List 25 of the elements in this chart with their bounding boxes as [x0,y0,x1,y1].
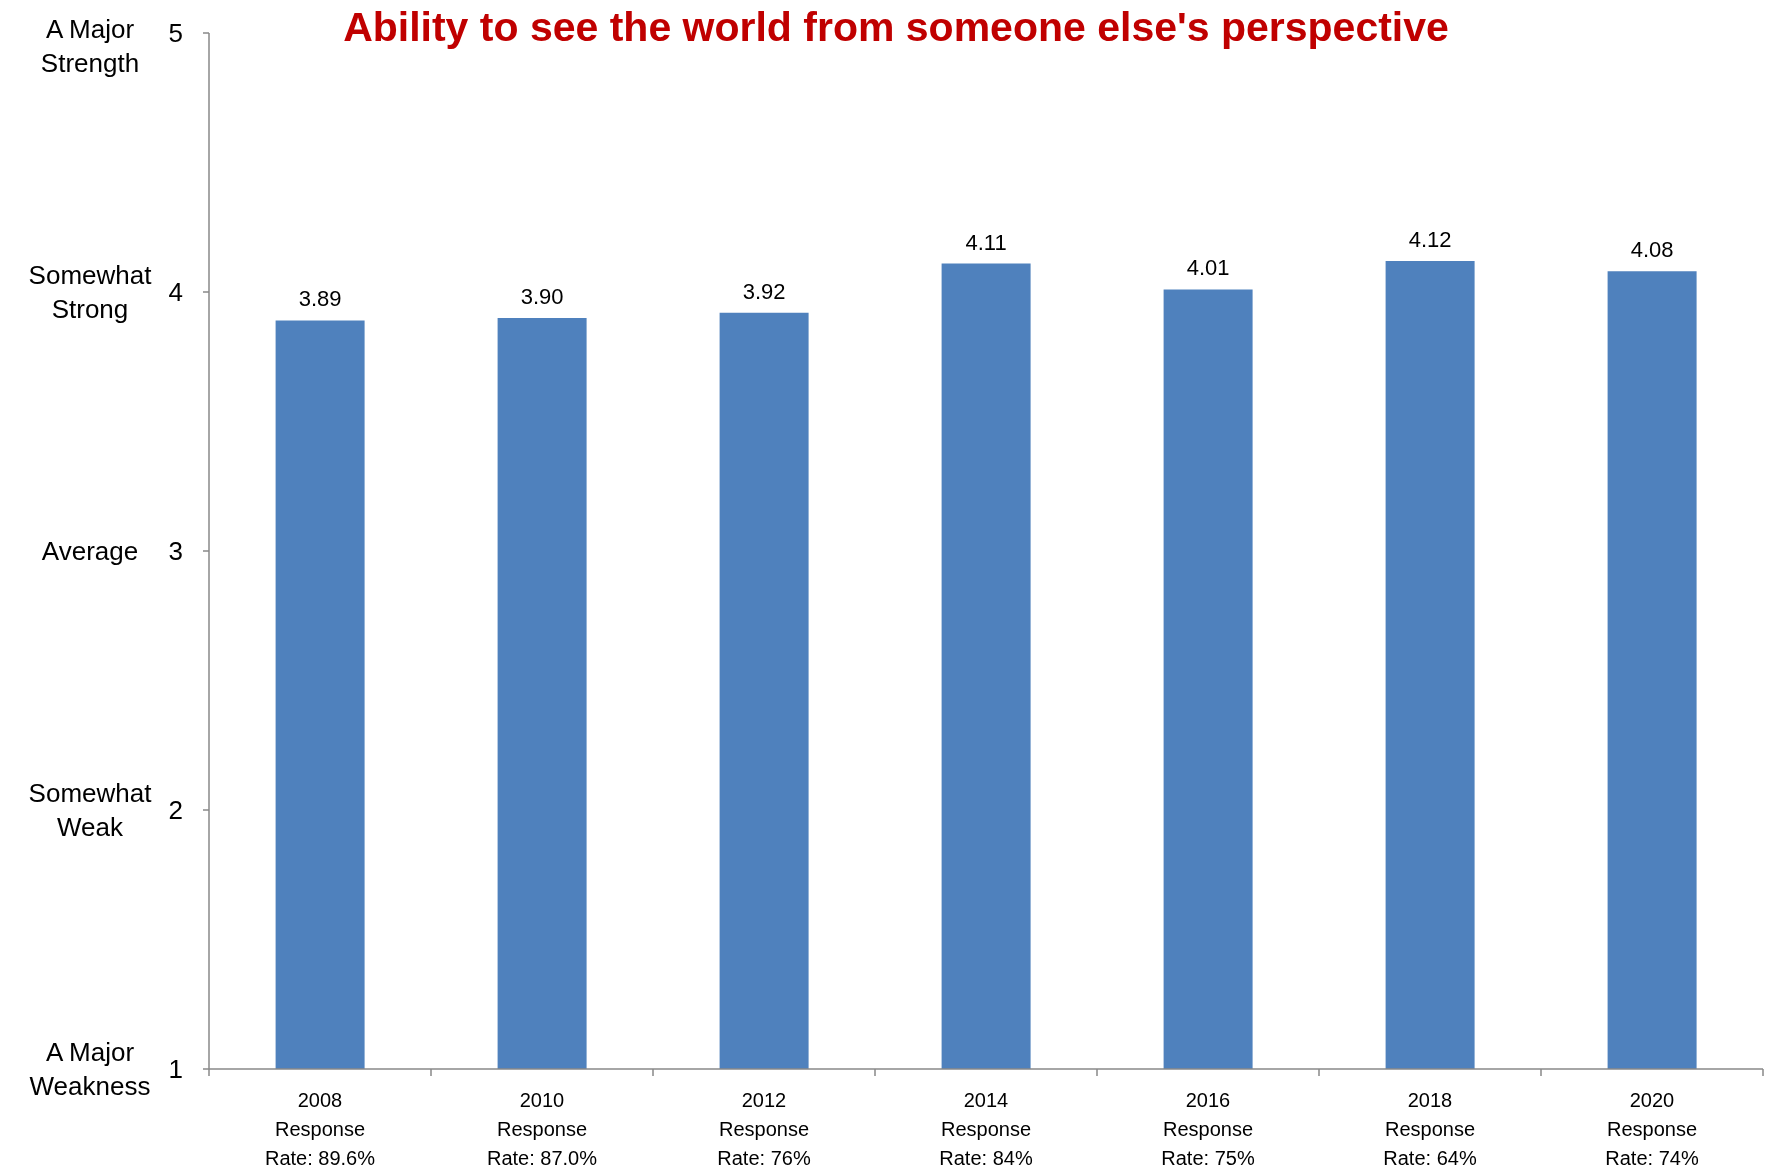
x-tick-label: 2010 Response Rate: 87.0% [486,1089,598,1169]
data-label: 3.92 [742,278,786,304]
y-tick-label: 4 [168,277,183,308]
text: Somewhat Strong [27,259,153,326]
data-label: 3.89 [298,286,342,312]
chart-title: Ability to see the world from someone else's perspective [343,4,1449,50]
x-tick-label: 2018 Response Rate: 64% [1383,1089,1477,1169]
x-tick-label: 2012 Response Rate: 76% [717,1089,811,1169]
text: A Major Strength [39,13,141,80]
y-tick-label: 1 [168,1054,183,1085]
x-tick-label: 2014 Response Rate: 84% [939,1089,1033,1169]
x-tick-label: 2016 Response Rate: 75% [1161,1089,1255,1169]
x-tick-label: 2008 Response Rate: 89.6% [264,1089,376,1169]
data-label: 4.01 [1186,255,1230,281]
x-tick-label: 2020 Response Rate: 74% [1605,1089,1699,1169]
text: Somewhat Weak [27,777,153,844]
data-label: 4.12 [1408,226,1452,252]
y-tick-label: 3 [168,536,183,567]
data-label: 4.11 [965,229,1007,255]
data-label: 3.90 [520,283,564,309]
y-tick-label: 2 [168,795,183,826]
data-label: 4.08 [1630,237,1674,263]
y-tick-label: 5 [168,18,183,49]
text: A Major Weakness [28,1036,152,1103]
text: Average [41,535,139,568]
